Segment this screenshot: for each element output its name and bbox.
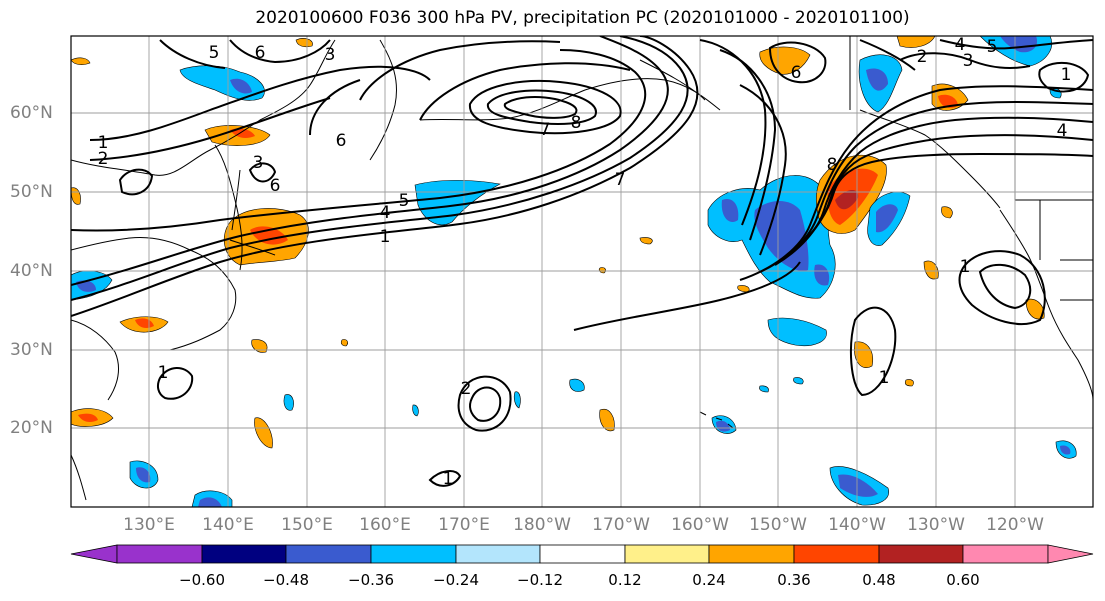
lon-label: 170°E: [438, 515, 490, 535]
contour-label: 6: [336, 131, 347, 151]
contour-label: 2: [98, 149, 109, 169]
contour-label: 1: [1061, 65, 1072, 85]
contour-label: 3: [253, 153, 264, 173]
colorbar-tick-label: −0.24: [433, 571, 479, 589]
precip-shading: [71, 36, 1077, 507]
contour-label: 6: [255, 43, 266, 63]
pv-contours: [71, 36, 1093, 487]
colorbar-extend-low: [70, 544, 118, 564]
colorbar-tick-label: 0.24: [692, 571, 726, 589]
contour-label: 7: [540, 120, 551, 140]
colorbar-tick-label: 0.36: [777, 571, 811, 589]
lon-label: 120°W: [986, 515, 1044, 535]
contour-label: 4: [1057, 121, 1068, 141]
contour-label: 2: [917, 47, 928, 67]
colorbar-tick-label: −0.60: [179, 571, 225, 589]
contour-label: 3: [963, 51, 974, 71]
contour-label: 1: [960, 257, 971, 277]
contour-label: 6: [270, 176, 281, 196]
colorbar-tick-label: −0.36: [348, 571, 394, 589]
contour-label: 2: [461, 379, 472, 399]
colorbar-tick-label: 0.48: [862, 571, 896, 589]
lat-label: 60°N: [10, 103, 53, 123]
lat-label: 50°N: [10, 182, 53, 202]
map-title: 2020100600 F036 300 hPa PV, precipitatio…: [255, 8, 910, 28]
contour-label: 1: [879, 368, 890, 388]
colorbar: [70, 544, 1094, 564]
contour-label: 5: [399, 191, 410, 211]
lon-label: 130°W: [907, 515, 965, 535]
contour-label: 4: [955, 35, 966, 55]
lon-label: 150°E: [281, 515, 333, 535]
lon-label: 140°W: [828, 515, 886, 535]
contour-label: 1: [158, 363, 169, 383]
lon-label: 160°E: [359, 515, 411, 535]
contour-label: 5: [209, 43, 220, 63]
lon-label: 150°W: [749, 515, 807, 535]
contour-label: 1: [443, 469, 454, 489]
lon-label: 160°W: [671, 515, 729, 535]
colorbar-tick-label: −0.48: [263, 571, 309, 589]
lat-label: 30°N: [10, 340, 53, 360]
contour-label: 7: [615, 170, 626, 190]
colorbar-tick-label: 0.12: [608, 571, 642, 589]
colorbar-extend-high: [1047, 544, 1094, 564]
map-frame: [70, 35, 1094, 508]
colorbar-tick-label: −0.12: [517, 571, 563, 589]
map-panel: 1 2 3 4 5 6 7 8 1 4 5 6 8 1 2 3 1 1 1 3 …: [71, 35, 1093, 507]
contour-label: 8: [827, 155, 838, 175]
lat-label: 20°N: [10, 418, 53, 438]
contour-label: 5: [987, 37, 998, 57]
lon-label: 170°W: [592, 515, 650, 535]
contour-label: 3: [325, 45, 336, 65]
lat-label: 40°N: [10, 261, 53, 281]
contour-label: 1: [98, 133, 109, 153]
contour-label: 4: [380, 203, 391, 223]
lon-label: 130°E: [123, 515, 175, 535]
colorbar-tick-label: 0.60: [946, 571, 980, 589]
contour-label: 6: [791, 63, 802, 83]
contour-label: 1: [380, 227, 391, 247]
lon-label: 180°W: [513, 515, 571, 535]
contour-labels: 1 2 3 4 5 6 7 8 1 4 5 6 8 1 2 3 1 1 1 3 …: [98, 35, 1072, 489]
graticule: [71, 36, 1093, 507]
contour-label: 8: [571, 113, 582, 133]
lon-label: 140°E: [202, 515, 254, 535]
